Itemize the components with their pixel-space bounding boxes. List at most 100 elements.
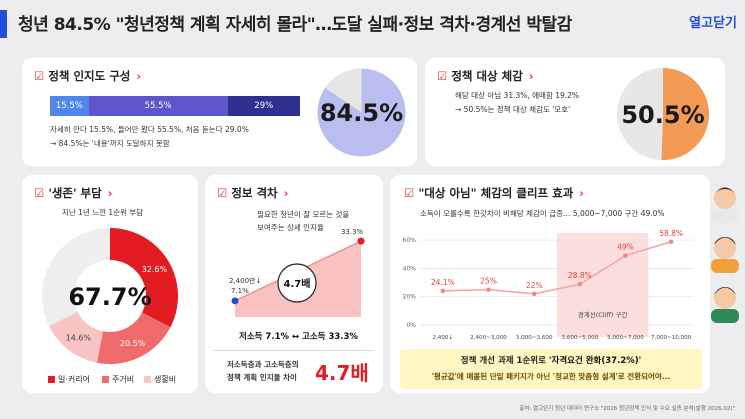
legend-swatch-career xyxy=(48,376,55,383)
awareness-pie: 84.5% xyxy=(317,68,406,157)
cliff-series-line xyxy=(442,241,672,295)
awareness-bar-segment-2: 55.5% xyxy=(88,96,228,116)
header-bar: 청년 84.5% "청년정책 계획 자세히 몰라"…도달 실패·정보 격차·경계… xyxy=(0,0,745,48)
survival-section-title: ☑ '생존' 부담 › xyxy=(34,186,113,200)
legend-housing: 주거비 xyxy=(102,374,134,385)
survival-slice-label-career: 32.6% xyxy=(142,265,168,274)
target-pie-slice xyxy=(661,68,709,160)
cliff-banner-line1: 정책 개선 과제 1순위로 '자격요건 완화(37.2%)' xyxy=(460,356,642,366)
cliff-ytick-label: 60% xyxy=(403,237,417,244)
cliff-data-point xyxy=(486,287,491,292)
cliff-xtick-label: 7,000~10,000 xyxy=(651,335,692,341)
info-gap-multiplier-text: 4.7배 xyxy=(284,277,311,290)
cliff-card: ☑ "대상 아님" 체감의 클리프 효과 › 소득이 오를수록 한갓차이 비해당 체… xyxy=(390,175,710,393)
cliff-data-point xyxy=(668,239,674,245)
awareness-section-title: ☑ 정책 인지도 구성 › xyxy=(34,69,142,83)
survival-donut-hole xyxy=(74,260,146,332)
brand-logo: 열고닫기 xyxy=(689,16,737,31)
target-section-title: ☑ 정책 대상 체감 › xyxy=(437,69,534,83)
awareness-pie-label: 84.5% xyxy=(320,99,403,127)
title-accent-bar xyxy=(0,10,7,38)
info-gap-label-low-value: 7.1% xyxy=(231,287,249,295)
cliff-section-title: ☑ "대상 아님" 체감의 클리프 효과 › xyxy=(404,186,585,200)
cliff-xtick-label: 3,600~5,000 xyxy=(561,335,598,341)
target-pie: 50.5% xyxy=(617,68,709,160)
awareness-conclusion-text: → 84.5%는 '내용'까지 도달하지 못함 xyxy=(50,139,170,148)
cliff-xtick-label: 2,400~3,000 xyxy=(470,335,507,341)
survival-card: ☑ '생존' 부담 › 지난 1년 느낀 1순위 부담 67.7% 32.6% 20.… xyxy=(22,175,198,393)
chevron-right-icon: › xyxy=(528,69,534,83)
cliff-data-label: 24.1% xyxy=(431,278,455,287)
info-gap-card: ☑ 정보 격차 › 필요한 청년이 잘 모르는 것을 보여주는 상세 인지율 2,4… xyxy=(205,175,383,393)
cliff-data-point xyxy=(440,288,446,294)
info-gap-point-low xyxy=(231,297,239,305)
awareness-pie-slice-rest xyxy=(325,68,362,113)
source-footnote: 출처: 열고닫기 청년 데이터 연구소 "2026 청년정책 인식 및 수요 실… xyxy=(519,406,735,412)
survival-total-label: 67.7% xyxy=(68,283,151,311)
awareness-breakdown-text: 자세히 안다 15.5%, 들어만 봤다 55.5%, 처음 듣는다 29.0% xyxy=(50,125,249,134)
info-gap-footer-line2: 정책 계획 인지율 차이 xyxy=(227,373,297,382)
cliff-data-label: 22% xyxy=(526,281,543,290)
info-gap-footer-value: 4.7배 xyxy=(315,361,369,385)
chevron-right-icon: › xyxy=(107,186,113,200)
cliff-ytick-label: 20% xyxy=(403,294,417,301)
survival-subtitle: 지난 1년 느낀 1순위 부담 xyxy=(62,208,144,217)
awareness-card: ☑ 정책 인지도 구성 › 15.5% 55.5% 29% 자세히 안다 15.5%, … xyxy=(22,58,417,166)
chevron-right-icon: › xyxy=(136,69,142,83)
character-icon-2 xyxy=(711,237,739,273)
info-gap-point-high xyxy=(357,237,365,245)
cliff-xtick-label: 5,000~7,000 xyxy=(607,335,644,341)
cliff-conclusion-banner: 정책 개선 과제 1순위로 '자격요건 완화(37.2%)' '평균값'에 매몰… xyxy=(400,349,702,389)
info-gap-summary: 저소득 7.1% ↔ 고소득 33.3% xyxy=(239,332,358,342)
chevron-right-icon: › xyxy=(283,186,289,200)
survival-slice-label-living: 14.6% xyxy=(66,333,92,342)
info-gap-label-high-value: 33.3% xyxy=(341,228,364,236)
awareness-bar-segment-1: 15.5% xyxy=(50,96,89,116)
cliff-data-point xyxy=(623,253,628,258)
awareness-bar-segment-3: 29% xyxy=(227,96,300,116)
cliff-line-chart: 0% 20% 40% 60% 24.1% 25% 22% 28.8% 49% 58.8% 경계선… xyxy=(403,229,694,341)
character-illustrations xyxy=(711,187,739,323)
target-breakdown-text: 해당 대상 아님 31.3%, 애매함 19.2% xyxy=(455,91,580,100)
legend-living: 생활비 xyxy=(144,374,176,385)
info-gap-desc-line1: 필요한 청년이 잘 모르는 것을 xyxy=(257,210,350,219)
target-card: ☑ 정책 대상 체감 › 해당 대상 아님 31.3%, 애매함 19.2% → 5… xyxy=(425,58,725,166)
cliff-banner-line2: '평균값'에 매몰된 단일 패키지가 아닌 '정교한 맞춤형 설계'로 전환되어… xyxy=(431,372,671,381)
character-icon-3 xyxy=(711,287,739,323)
info-gap-label-high-income: 1억↑ xyxy=(346,225,363,226)
info-gap-label-low-income: 2,400만↓ xyxy=(229,276,261,285)
checkbox-icon: ☑ xyxy=(34,186,45,200)
character-icon-1 xyxy=(711,187,739,223)
cliff-data-point xyxy=(577,281,583,287)
info-gap-footer-line1: 저소득층과 고소득층의 xyxy=(227,360,299,369)
checkbox-icon: ☑ xyxy=(437,69,448,83)
info-gap-area-chart: 2,400만↓ 7.1% 1억↑ 33.3% 4.7배 xyxy=(229,225,365,317)
cliff-data-label: 25% xyxy=(480,277,497,286)
checkbox-icon: ☑ xyxy=(404,186,415,200)
cliff-xtick-label: 2,400↓ xyxy=(432,334,453,341)
checkbox-icon: ☑ xyxy=(34,69,45,83)
awareness-stacked-bar: 15.5% 55.5% 29% xyxy=(50,96,300,116)
checkbox-icon: ☑ xyxy=(217,186,228,200)
target-conclusion-text: → 50.5%는 정책 대상 체감도 '모호' xyxy=(455,105,571,114)
target-pie-label: 50.5% xyxy=(621,101,704,129)
cliff-data-point xyxy=(531,291,537,297)
cliff-ytick-label: 0% xyxy=(406,322,416,329)
cliff-highlight-band xyxy=(557,233,649,337)
cliff-ytick-label: 40% xyxy=(403,265,417,272)
info-gap-section-title: ☑ 정보 격차 › xyxy=(217,186,289,200)
info-gap-multiplier-badge xyxy=(277,263,317,303)
cliff-data-label: 58.8% xyxy=(659,229,683,238)
cliff-data-label: 49% xyxy=(617,243,634,252)
cliff-xtick-label: 3,000~3,600 xyxy=(516,335,553,341)
cliff-subtitle: 소득이 오를수록 한갓차이 비해당 체감이 급증… 5,000~7,000 구간… xyxy=(420,209,665,218)
chevron-right-icon: › xyxy=(579,186,585,200)
legend-career: 일·커리어 xyxy=(48,374,90,385)
survival-slice-label-housing: 20.5% xyxy=(120,339,146,348)
legend-swatch-living xyxy=(144,376,151,383)
page-title: 청년 84.5% "청년정책 계획 자세히 몰라"…도달 실패·정보 격차·경계… xyxy=(18,15,572,35)
info-gap-desc-line2: 보여주는 상세 인지율 xyxy=(257,223,324,232)
info-gap-divider xyxy=(213,350,375,351)
cliff-band-label: 경계선(Cliff) 구간 xyxy=(578,310,628,319)
survival-donut-chart: 67.7% 32.6% 20.5% 14.6% xyxy=(42,228,179,364)
